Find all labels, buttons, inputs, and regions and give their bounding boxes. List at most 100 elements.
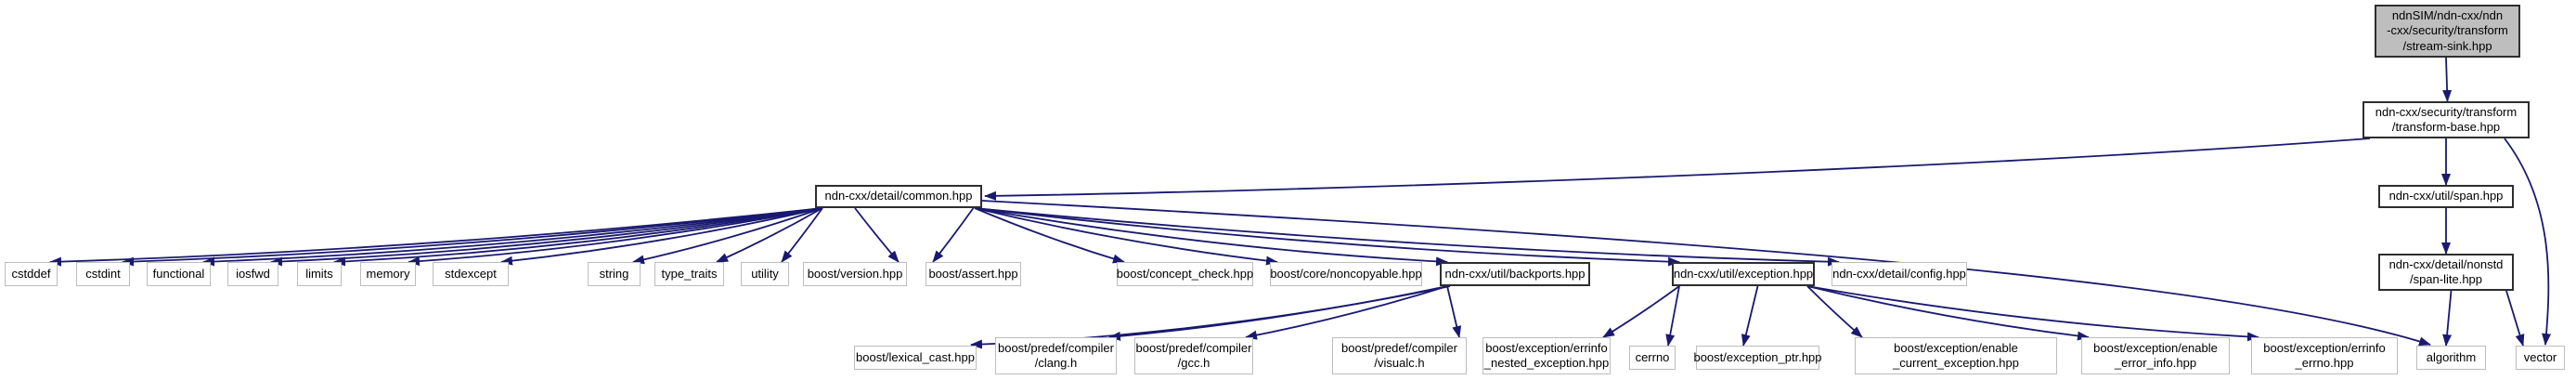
edge-common-to-backports xyxy=(974,207,1448,267)
node-label-line: ndn-cxx/security/transform xyxy=(2375,104,2518,119)
node-label-line: _nested_exception.hpp xyxy=(1483,356,1610,370)
node-stdexcept: stdexcept xyxy=(433,262,509,286)
edge-transform-base-to-vector xyxy=(2504,138,2552,346)
node-boost-version: boost/version.hpp xyxy=(803,262,907,286)
node-label-line: boost/assert.hpp xyxy=(928,266,1018,281)
node-predef-visualc: boost/predef/compiler/visualc.h xyxy=(1332,337,1467,374)
node-label-line: vector xyxy=(2523,349,2557,364)
node-cstddef: cstddef xyxy=(5,262,58,286)
node-label-line: /transform-base.hpp xyxy=(2391,120,2501,134)
edge-span-lite-to-algorithm xyxy=(2442,290,2453,347)
node-enable-error-info: boost/exception/enable _error_info.hpp xyxy=(2081,337,2230,374)
node-label-line: boost/predef/compiler xyxy=(1135,340,1252,355)
edge-common-to-functional xyxy=(202,207,823,267)
edge-common-to-exception xyxy=(974,207,1680,267)
edge-common-to-cstdint xyxy=(122,207,823,267)
node-predef-gcc: boost/predef/compiler/gcc.h xyxy=(1134,337,1253,374)
node-label-line: boost/exception/enable xyxy=(2093,340,2218,355)
node-label-line: boost/concept_check.hpp xyxy=(1116,266,1254,281)
edge-common-to-type-traits xyxy=(716,207,823,263)
node-label-line: iosfwd xyxy=(236,266,270,281)
node-label-line: type_traits xyxy=(661,266,718,281)
node-memory: memory xyxy=(360,262,416,286)
node-boost-noncopyable: boost/core/noncopyable.hpp xyxy=(1270,262,1422,286)
node-utility: utility xyxy=(741,262,789,286)
node-span[interactable]: ndn-cxx/util/span.hpp xyxy=(2378,185,2514,208)
edge-exception-to-enable-current xyxy=(1806,285,1863,338)
node-iosfwd: iosfwd xyxy=(227,262,278,286)
node-string: string xyxy=(588,262,641,286)
node-algorithm: algorithm xyxy=(2416,346,2486,370)
edge-exception-to-errinfo-nested xyxy=(1602,285,1680,338)
node-cerrno: cerrno xyxy=(1629,346,1676,370)
node-transform-base[interactable]: ndn-cxx/security/transform/transform-bas… xyxy=(2362,101,2530,138)
node-common[interactable]: ndn-cxx/detail/common.hpp xyxy=(815,185,982,208)
edge-common-to-boost-noncopyable xyxy=(974,207,1278,266)
node-label-line: ndn-cxx/util/backports.hpp xyxy=(1444,266,1586,281)
node-label-line: algorithm xyxy=(2426,349,2477,364)
edge-backports-to-predef-clang xyxy=(1108,285,1448,341)
node-label-line: _error_info.hpp xyxy=(2114,356,2197,370)
edge-common-to-stdexcept xyxy=(500,207,823,266)
node-label-line: cerrno xyxy=(1635,349,1670,364)
edge-common-to-utility xyxy=(781,207,823,263)
node-backports[interactable]: ndn-cxx/util/backports.hpp xyxy=(1440,262,1590,286)
node-label-line: ndn-cxx/detail/common.hpp xyxy=(824,189,973,203)
edge-exception-to-cerrno xyxy=(1665,285,1680,347)
node-errinfo-nested: boost/exception/errinfo _nested_exception… xyxy=(1482,337,1611,374)
edge-common-to-boost-concept-check xyxy=(974,207,1125,264)
node-label-line: /visualc.h xyxy=(1374,356,1425,370)
edge-common-to-limits xyxy=(333,207,823,267)
edge-span-lite-to-vector xyxy=(2505,290,2525,347)
node-label-line: stdexcept xyxy=(445,266,497,281)
node-span-lite[interactable]: ndn-cxx/detail/nonstd/span-lite.hpp xyxy=(2378,254,2514,291)
node-label-line: _current_exception.hpp xyxy=(1893,356,2019,370)
node-label-line: string xyxy=(599,266,629,281)
node-label-line: boost/exception/errinfo xyxy=(2263,340,2386,355)
node-lexical-cast: boost/lexical_cast.hpp xyxy=(854,346,977,370)
node-errinfo-errno: boost/exception/errinfo _errno.hpp xyxy=(2251,337,2398,374)
node-label-line: memory xyxy=(366,266,410,281)
edge-transform-base-to-common xyxy=(984,138,2371,201)
node-label-line: boost/exception/enable xyxy=(1894,340,2018,355)
edge-common-to-cstddef xyxy=(49,207,823,267)
node-vector: vector xyxy=(2516,346,2565,370)
node-stream-sink: ndnSIM/ndn-cxx/ndn -cxx/security/transfor… xyxy=(2375,5,2520,58)
edge-backports-to-predef-visualc xyxy=(1446,285,1462,338)
node-label-line: boost/predef/compiler xyxy=(1340,340,1457,355)
edge-exception-to-exception-ptr xyxy=(1741,285,1759,347)
edge-exception-to-errinfo-errno xyxy=(1806,285,2259,342)
node-label-line: ndnSIM/ndn-cxx/ndn xyxy=(2391,8,2504,23)
node-label-line: boost/predef/compiler xyxy=(997,340,1114,355)
node-cstdint: cstdint xyxy=(76,262,130,286)
node-boost-assert: boost/assert.hpp xyxy=(926,262,1021,286)
edge-common-to-boost-assert xyxy=(932,207,975,263)
node-label-line: -cxx/security/transform xyxy=(2387,23,2508,38)
node-label-line: /gcc.h xyxy=(1177,356,1210,370)
node-label-line: cstddef xyxy=(11,266,51,281)
node-enable-current: boost/exception/enable _current_exception… xyxy=(1855,337,2057,374)
node-label-line: cstdint xyxy=(85,266,121,281)
node-exception[interactable]: ndn-cxx/util/exception.hpp xyxy=(1672,262,1815,286)
node-functional: functional xyxy=(147,262,211,286)
edge-stream-sink-to-transform-base xyxy=(2442,57,2453,102)
node-label-line: /span-lite.hpp xyxy=(2409,272,2483,286)
node-limits: limits xyxy=(297,262,342,286)
node-label-line: _errno.hpp xyxy=(2295,356,2354,370)
node-label-line: utility xyxy=(751,266,779,281)
node-label-line: boost/exception/errinfo xyxy=(1485,340,1608,355)
edge-exception-to-enable-error-info xyxy=(1806,285,2090,341)
edge-common-to-iosfwd xyxy=(270,207,823,267)
node-label-line: /clang.h xyxy=(1034,356,1078,370)
edge-common-to-config xyxy=(974,207,1840,267)
node-label-line: boost/lexical_cast.hpp xyxy=(856,349,975,364)
node-label-line: boost/exception_ptr.hpp xyxy=(1693,349,1822,364)
node-type-traits: type_traits xyxy=(654,262,724,286)
edge-backports-to-lexical-cast xyxy=(970,285,1451,349)
edge-common-to-boost-version xyxy=(854,207,900,263)
node-label-line: ndn-cxx/util/exception.hpp xyxy=(1673,266,1814,281)
node-label-line: boost/version.hpp xyxy=(807,266,903,281)
node-label-line: limits xyxy=(305,266,333,281)
